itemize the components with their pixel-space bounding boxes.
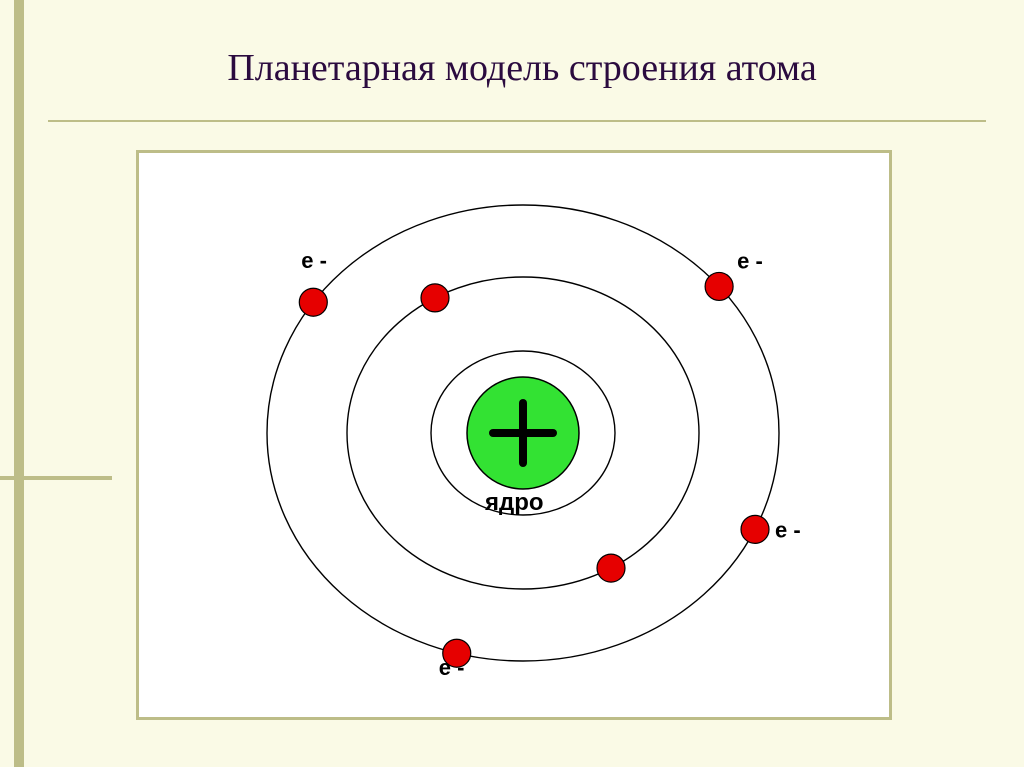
- electron: [421, 284, 449, 312]
- diagram-panel: ядро е - е - е - е -: [136, 150, 892, 720]
- slide: Планетарная модель строения атома ядро е …: [0, 0, 1024, 767]
- left-accent-line: [0, 476, 112, 480]
- electron: [299, 288, 327, 316]
- nucleus-label: ядро: [484, 489, 544, 516]
- electron-label: е -: [301, 248, 327, 273]
- atom-svg: ядро е - е - е - е -: [203, 113, 843, 753]
- title-tick: [16, 116, 22, 122]
- electron: [597, 554, 625, 582]
- electron-label: е -: [737, 248, 763, 273]
- electron-label: е -: [439, 655, 465, 680]
- electron: [741, 515, 769, 543]
- electron-label: е -: [775, 517, 801, 542]
- electron: [705, 272, 733, 300]
- title-row: Планетарная модель строения атома: [60, 46, 984, 90]
- atom-diagram: ядро е - е - е - е -: [203, 113, 843, 753]
- page-title: Планетарная модель строения атома: [60, 46, 984, 90]
